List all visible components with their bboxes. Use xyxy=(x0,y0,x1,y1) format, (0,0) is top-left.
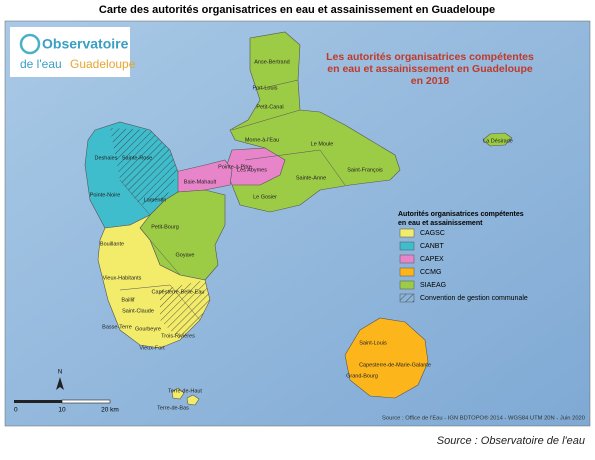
legend-label: CANBT xyxy=(420,243,444,250)
north-arrow xyxy=(56,377,64,390)
commune-label: Vieux-Habitants xyxy=(103,275,142,281)
legend-label: CCMG xyxy=(420,269,441,276)
territory xyxy=(482,132,513,147)
map-source: Source : Office de l'Eau - IGN BDTOPO® 2… xyxy=(382,415,585,422)
legend-label: Convention de gestion communale xyxy=(420,295,528,302)
commune-label: Lamentin xyxy=(144,197,167,203)
legend-label: SIAEAG xyxy=(420,282,446,289)
border xyxy=(119,284,201,321)
commune-label: Les Abymes xyxy=(237,167,267,173)
border xyxy=(119,179,151,216)
title: Carte des autorités organisatrices en ea… xyxy=(99,4,495,16)
hatched-area xyxy=(110,128,178,205)
commune-label: Goyave xyxy=(176,252,195,258)
commune-label: Sainte-Rose xyxy=(122,155,152,161)
commune-label: Baie-Mahault xyxy=(184,179,217,185)
commune-label: Gourbeyre xyxy=(135,326,161,332)
scale-bar: N 0 10 20 km xyxy=(14,370,119,414)
legend-swatch xyxy=(399,267,415,277)
legend-title: Autorités organisatrices compétentes xyxy=(398,211,524,218)
scale-segment xyxy=(14,400,62,403)
commune-label: Terre-de-Haut xyxy=(168,388,202,394)
map-title-line: en 2018 xyxy=(411,75,450,87)
commune-label: Baillif xyxy=(121,297,135,303)
north-label: N xyxy=(58,370,62,376)
logo-text: Guadeloupe xyxy=(70,57,136,71)
commune-label: Deshaies xyxy=(95,155,118,161)
map-title-line: Les autorités organisatrices compétentes xyxy=(326,51,534,63)
commune-label: Saint-Claude xyxy=(122,308,154,314)
commune-label: Bouillante xyxy=(100,241,124,247)
commune-label: Saint-Louis xyxy=(359,340,387,346)
commune-label: Pointe-à-Pitre xyxy=(218,164,252,170)
legend-swatch xyxy=(399,293,415,303)
commune-label: Le Gosier xyxy=(253,194,277,200)
legend-title: en eau et assainissement xyxy=(398,220,483,227)
commune-label: Sainte-Anne xyxy=(296,175,326,181)
land: Anse-Bertrand Port-Louis Petit-Canal Morne-… xyxy=(84,31,513,411)
commune-label: Anse-Bertrand xyxy=(254,59,289,65)
commune-label: Capesterre-de-Marie-Galante xyxy=(359,362,431,368)
territory xyxy=(171,387,185,400)
legend-label: CAGSC xyxy=(420,230,445,237)
scale-label: 0 xyxy=(14,407,18,414)
border xyxy=(149,239,181,276)
commune-label: Le Moule xyxy=(311,141,334,147)
legend-swatch xyxy=(399,241,415,251)
footer-source: Source : Observatoire de l'eau xyxy=(437,435,585,447)
commune-label: Grand-Bourg xyxy=(346,373,378,379)
commune-label: La Désirade xyxy=(483,138,513,144)
commune-label: Pointe-Noire xyxy=(90,192,121,198)
legend-label: CAPEX xyxy=(420,256,444,263)
legend-swatch xyxy=(399,228,415,238)
commune-label: Petit-Bourg xyxy=(151,224,179,230)
logo: Observatoire de l'eau Guadeloupe xyxy=(10,27,136,77)
commune-label: Morne-à-l'Eau xyxy=(245,137,279,143)
commune-label: Port-Louis xyxy=(252,85,277,91)
scale-segment xyxy=(61,399,111,404)
scale-label: 20 km xyxy=(101,407,119,414)
territory xyxy=(186,394,200,406)
commune-label: Basse-Terre xyxy=(102,324,132,330)
legend-swatch xyxy=(399,280,415,290)
commune-label: Capesterre-Belle-Eau xyxy=(152,289,205,295)
commune-label: Petit-Canal xyxy=(256,104,283,110)
commune-label: Vieux-Fort xyxy=(139,345,165,351)
commune-label: Trois-Rivières xyxy=(161,333,195,339)
legend: Autorités organisatrices compétentes en e… xyxy=(398,211,528,303)
legend-swatch xyxy=(399,254,415,264)
commune-label: Terre-de-Bas xyxy=(157,405,189,411)
map-title-line: en eau et assainissement en Guadeloupe xyxy=(327,63,533,75)
logo-text: Observatoire xyxy=(42,36,129,52)
hatched-area xyxy=(160,280,210,340)
commune-label: Saint-François xyxy=(347,167,383,173)
border xyxy=(244,149,346,186)
logo-mark xyxy=(19,33,41,55)
border xyxy=(254,79,299,91)
scale-label: 10 xyxy=(58,407,66,414)
territory xyxy=(344,317,429,399)
map-title: Les autorités organisatrices compétentes… xyxy=(326,51,534,87)
border xyxy=(231,109,301,131)
logo-text: de l'eau xyxy=(20,57,62,71)
